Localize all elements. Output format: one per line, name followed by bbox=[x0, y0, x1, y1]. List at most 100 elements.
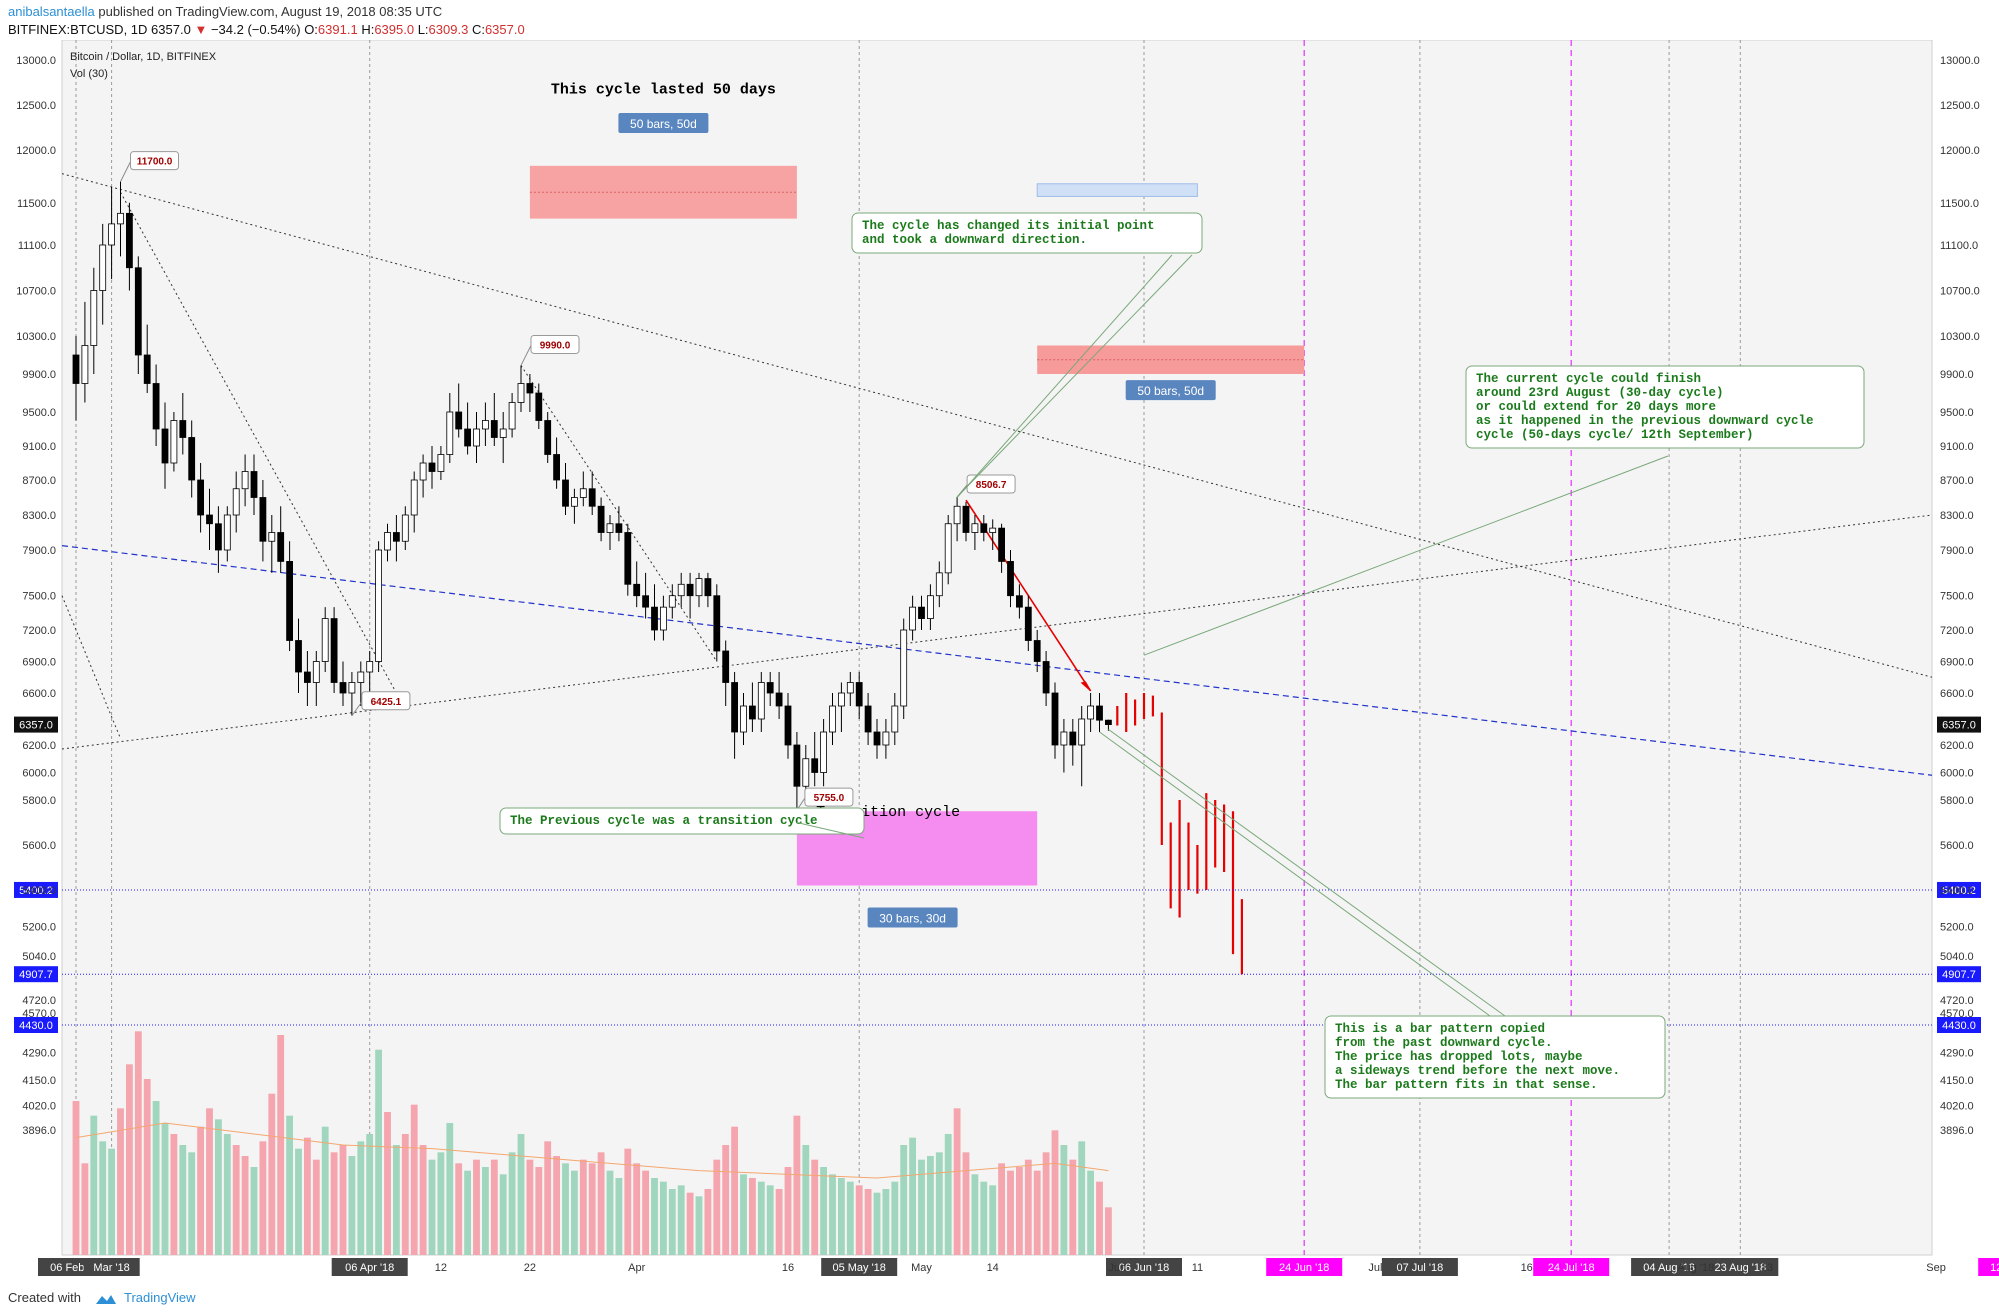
candle-body bbox=[508, 402, 516, 430]
candle-body bbox=[642, 595, 649, 608]
price-tick-left: 9100.0 bbox=[22, 441, 56, 453]
axes: 13000.0 13000.0 12500.0 12500.0 12000.0 12000… bbox=[14, 55, 1999, 1276]
candle-body bbox=[784, 705, 792, 746]
volume-bar bbox=[250, 1167, 258, 1255]
price-tick-left: 4570.0 bbox=[22, 1008, 56, 1020]
volume-bar bbox=[1024, 1159, 1032, 1255]
candle-body bbox=[241, 471, 249, 490]
candle-body bbox=[1016, 595, 1023, 608]
candle-body bbox=[348, 682, 356, 694]
level-label-text: 4430.0 bbox=[1942, 1020, 1976, 1032]
date-tag bbox=[1381, 1258, 1458, 1276]
date-tick: Jun bbox=[1108, 1262, 1126, 1274]
price-tick-right: 5200.0 bbox=[1940, 922, 1974, 934]
price-tick-right: 4720.0 bbox=[1940, 995, 1974, 1007]
volume-bar bbox=[989, 1185, 997, 1255]
range-label-box bbox=[618, 113, 709, 133]
price-tick-left: 5040.0 bbox=[22, 951, 56, 963]
volume-bar bbox=[571, 1170, 578, 1255]
change-arrow-icon: ▼ bbox=[194, 22, 208, 37]
tradingview-link[interactable]: TradingView bbox=[124, 1290, 196, 1305]
volume-bar bbox=[1096, 1181, 1103, 1255]
candle-body bbox=[384, 532, 391, 551]
created-label: Created with bbox=[8, 1290, 81, 1305]
volume-bar bbox=[855, 1185, 863, 1255]
candle-body bbox=[1087, 705, 1094, 720]
volume-bar bbox=[393, 1145, 400, 1255]
candle-body bbox=[935, 572, 943, 597]
volume-bar bbox=[615, 1178, 623, 1255]
volume-bar bbox=[677, 1185, 685, 1255]
price-tick-right: 13000.0 bbox=[1940, 55, 1980, 67]
candle-body bbox=[838, 692, 845, 707]
volume-bar bbox=[1087, 1170, 1094, 1255]
level-label-right bbox=[1937, 1017, 1981, 1033]
volume-bar bbox=[517, 1134, 525, 1255]
cycle-title: This cycle lasted 50 days bbox=[551, 82, 776, 99]
candle-body bbox=[214, 523, 222, 551]
price-callout-box bbox=[966, 474, 1016, 494]
range-label-text: 50 bars, 50d bbox=[630, 117, 697, 131]
volume-bar bbox=[846, 1181, 854, 1255]
date-tag bbox=[1702, 1258, 1779, 1276]
candle-body bbox=[134, 267, 142, 356]
volume-bar bbox=[375, 1049, 382, 1255]
candle-body bbox=[437, 454, 445, 472]
date-tag-text: 12 Sep '18 bbox=[1990, 1262, 1999, 1274]
volume-bar bbox=[1069, 1159, 1077, 1255]
range-label-text: 30 bars, 30d bbox=[879, 912, 946, 926]
note-pointer bbox=[1108, 728, 1506, 1017]
candle-body bbox=[179, 420, 187, 438]
price-tick-left: 7900.0 bbox=[22, 545, 56, 557]
candle-body bbox=[455, 411, 463, 430]
candle-body bbox=[571, 497, 578, 507]
price-tick-left: 5200.0 bbox=[22, 922, 56, 934]
volume-bar bbox=[321, 1126, 329, 1255]
volume-bar bbox=[455, 1163, 463, 1255]
date-tag-text: Mar '18 bbox=[93, 1262, 129, 1274]
date-tag bbox=[83, 1258, 140, 1276]
volume-bar bbox=[891, 1181, 899, 1255]
author-link[interactable]: anibalsantaella bbox=[8, 4, 95, 19]
candle-body bbox=[998, 527, 1005, 562]
note-cycle-changed-line: and took a downward direction. bbox=[862, 233, 1087, 247]
candle-body bbox=[1078, 718, 1086, 746]
candle-body bbox=[722, 650, 730, 683]
price-tick-left: 5400.0 bbox=[22, 885, 56, 897]
level-label-right bbox=[1937, 881, 1981, 898]
candle-body bbox=[1042, 661, 1050, 694]
candle-body bbox=[1060, 731, 1068, 746]
price-tick-right: 7500.0 bbox=[1940, 591, 1974, 603]
candle-body bbox=[312, 661, 320, 683]
candle-body bbox=[749, 705, 756, 720]
note-pointer bbox=[956, 254, 1173, 498]
candle-body bbox=[962, 505, 970, 533]
candle-body bbox=[1024, 606, 1032, 641]
volume-bar bbox=[268, 1093, 276, 1255]
volume-bar bbox=[499, 1174, 507, 1255]
candle-body bbox=[855, 682, 863, 707]
candle-body bbox=[232, 488, 240, 516]
price-tick-left: 4290.0 bbox=[22, 1048, 56, 1060]
volume-bar bbox=[410, 1104, 418, 1255]
candle-body bbox=[891, 705, 899, 733]
candle-body bbox=[126, 212, 133, 269]
price-callout-text: 6425.1 bbox=[371, 697, 402, 708]
price-tick-left: 9500.0 bbox=[22, 407, 56, 419]
price-tick-left: 4720.0 bbox=[22, 995, 56, 1007]
volume-bar bbox=[526, 1159, 534, 1255]
price-tick-left: 8700.0 bbox=[22, 475, 56, 487]
current-price-tag-right bbox=[1937, 716, 1981, 733]
candle-body bbox=[152, 383, 160, 430]
candle-body bbox=[473, 428, 480, 447]
publish-line: anibalsantaella published on TradingView… bbox=[8, 4, 442, 19]
note-current-cycle-line: as it happened in the previous downward … bbox=[1476, 414, 1814, 428]
price-tick-right: 10700.0 bbox=[1940, 286, 1980, 298]
volume-bar bbox=[562, 1163, 569, 1255]
legend-vol: Vol (30) bbox=[70, 68, 108, 80]
volume-bar bbox=[579, 1159, 587, 1255]
date-tag-text: 06 Apr '18 bbox=[345, 1262, 394, 1274]
candle-body bbox=[562, 479, 569, 507]
date-tag-text: 07 Jul '18 bbox=[1397, 1262, 1444, 1274]
